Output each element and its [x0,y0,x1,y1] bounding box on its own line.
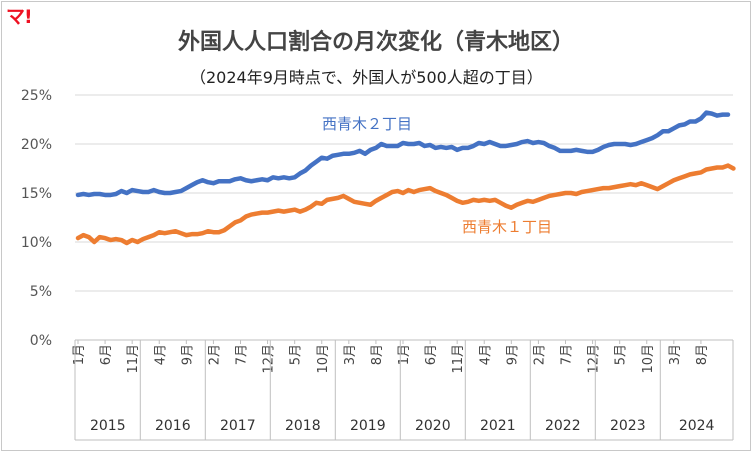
x-axis: 1月 6月 11月 4月 9月 2月 7月 12月 5月 10月 3月 8月 1月 6月 11月 4月 9月 2月… [72,340,734,441]
x-tick-label: 7月 [235,344,250,365]
x-tick-label: 2月 [207,344,222,365]
x-tick-label: 3月 [668,344,683,365]
year-label: 2017 [220,418,256,434]
x-tick-label: 6月 [99,344,114,365]
series-label-nishi-aoki-2: 西青木２丁目 [322,115,412,133]
x-tick-label: 10月 [641,344,656,374]
chart-subtitle: （2024年9月時点で、外国人が500人超の丁目） [190,68,543,87]
x-tick-label: 1月 [397,344,412,365]
year-label: 2018 [285,418,321,434]
x-tick-label: 9月 [505,344,520,365]
gridlines [75,94,733,341]
chart-title: 外国人人口割合の月次変化（青木地区） [177,30,574,55]
x-tick-label: 12月 [262,344,277,374]
brand-logo: マ! [6,6,33,28]
y-tick-label: 10% [21,235,52,251]
x-tick-label: 12月 [587,344,602,374]
x-tick-label: 2月 [532,344,547,365]
year-label: 2022 [545,418,581,434]
year-label: 2021 [480,418,516,434]
y-tick-label: 25% [21,88,52,104]
x-tick-label: 6月 [424,344,439,365]
y-axis: 0% 5% 10% 15% 20% 25% [21,88,52,349]
y-tick-label: 5% [30,284,52,300]
year-label: 2020 [415,418,451,434]
y-tick-label: 15% [21,186,52,202]
series-line-0 [75,110,731,198]
x-tick-label: 1月 [72,344,87,365]
x-tick-label: 5月 [614,344,629,365]
y-tick-label: 0% [30,333,52,349]
series-lines [75,110,736,246]
x-tick-label: 4月 [478,344,493,365]
x-tick-label: 8月 [695,344,710,365]
year-label: 2023 [610,418,646,434]
x-tick-label: 4月 [153,344,168,365]
x-tick-label: 5月 [289,344,304,365]
year-label: 2019 [350,418,386,434]
y-tick-label: 20% [21,137,52,153]
year-label: 2016 [155,418,191,434]
year-label: 2024 [679,418,715,434]
series-label-nishi-aoki-1: 西青木１丁目 [462,218,552,236]
series-line-1 [75,163,736,246]
x-tick-label: 11月 [126,344,141,374]
x-tick-label: 8月 [370,344,385,365]
x-tick-label: 9月 [180,344,195,365]
year-label: 2015 [90,418,126,434]
x-tick-label: 10月 [316,344,331,374]
x-tick-label: 7月 [560,344,575,365]
x-tick-label: 3月 [343,344,358,365]
x-tick-label: 11月 [451,344,466,374]
